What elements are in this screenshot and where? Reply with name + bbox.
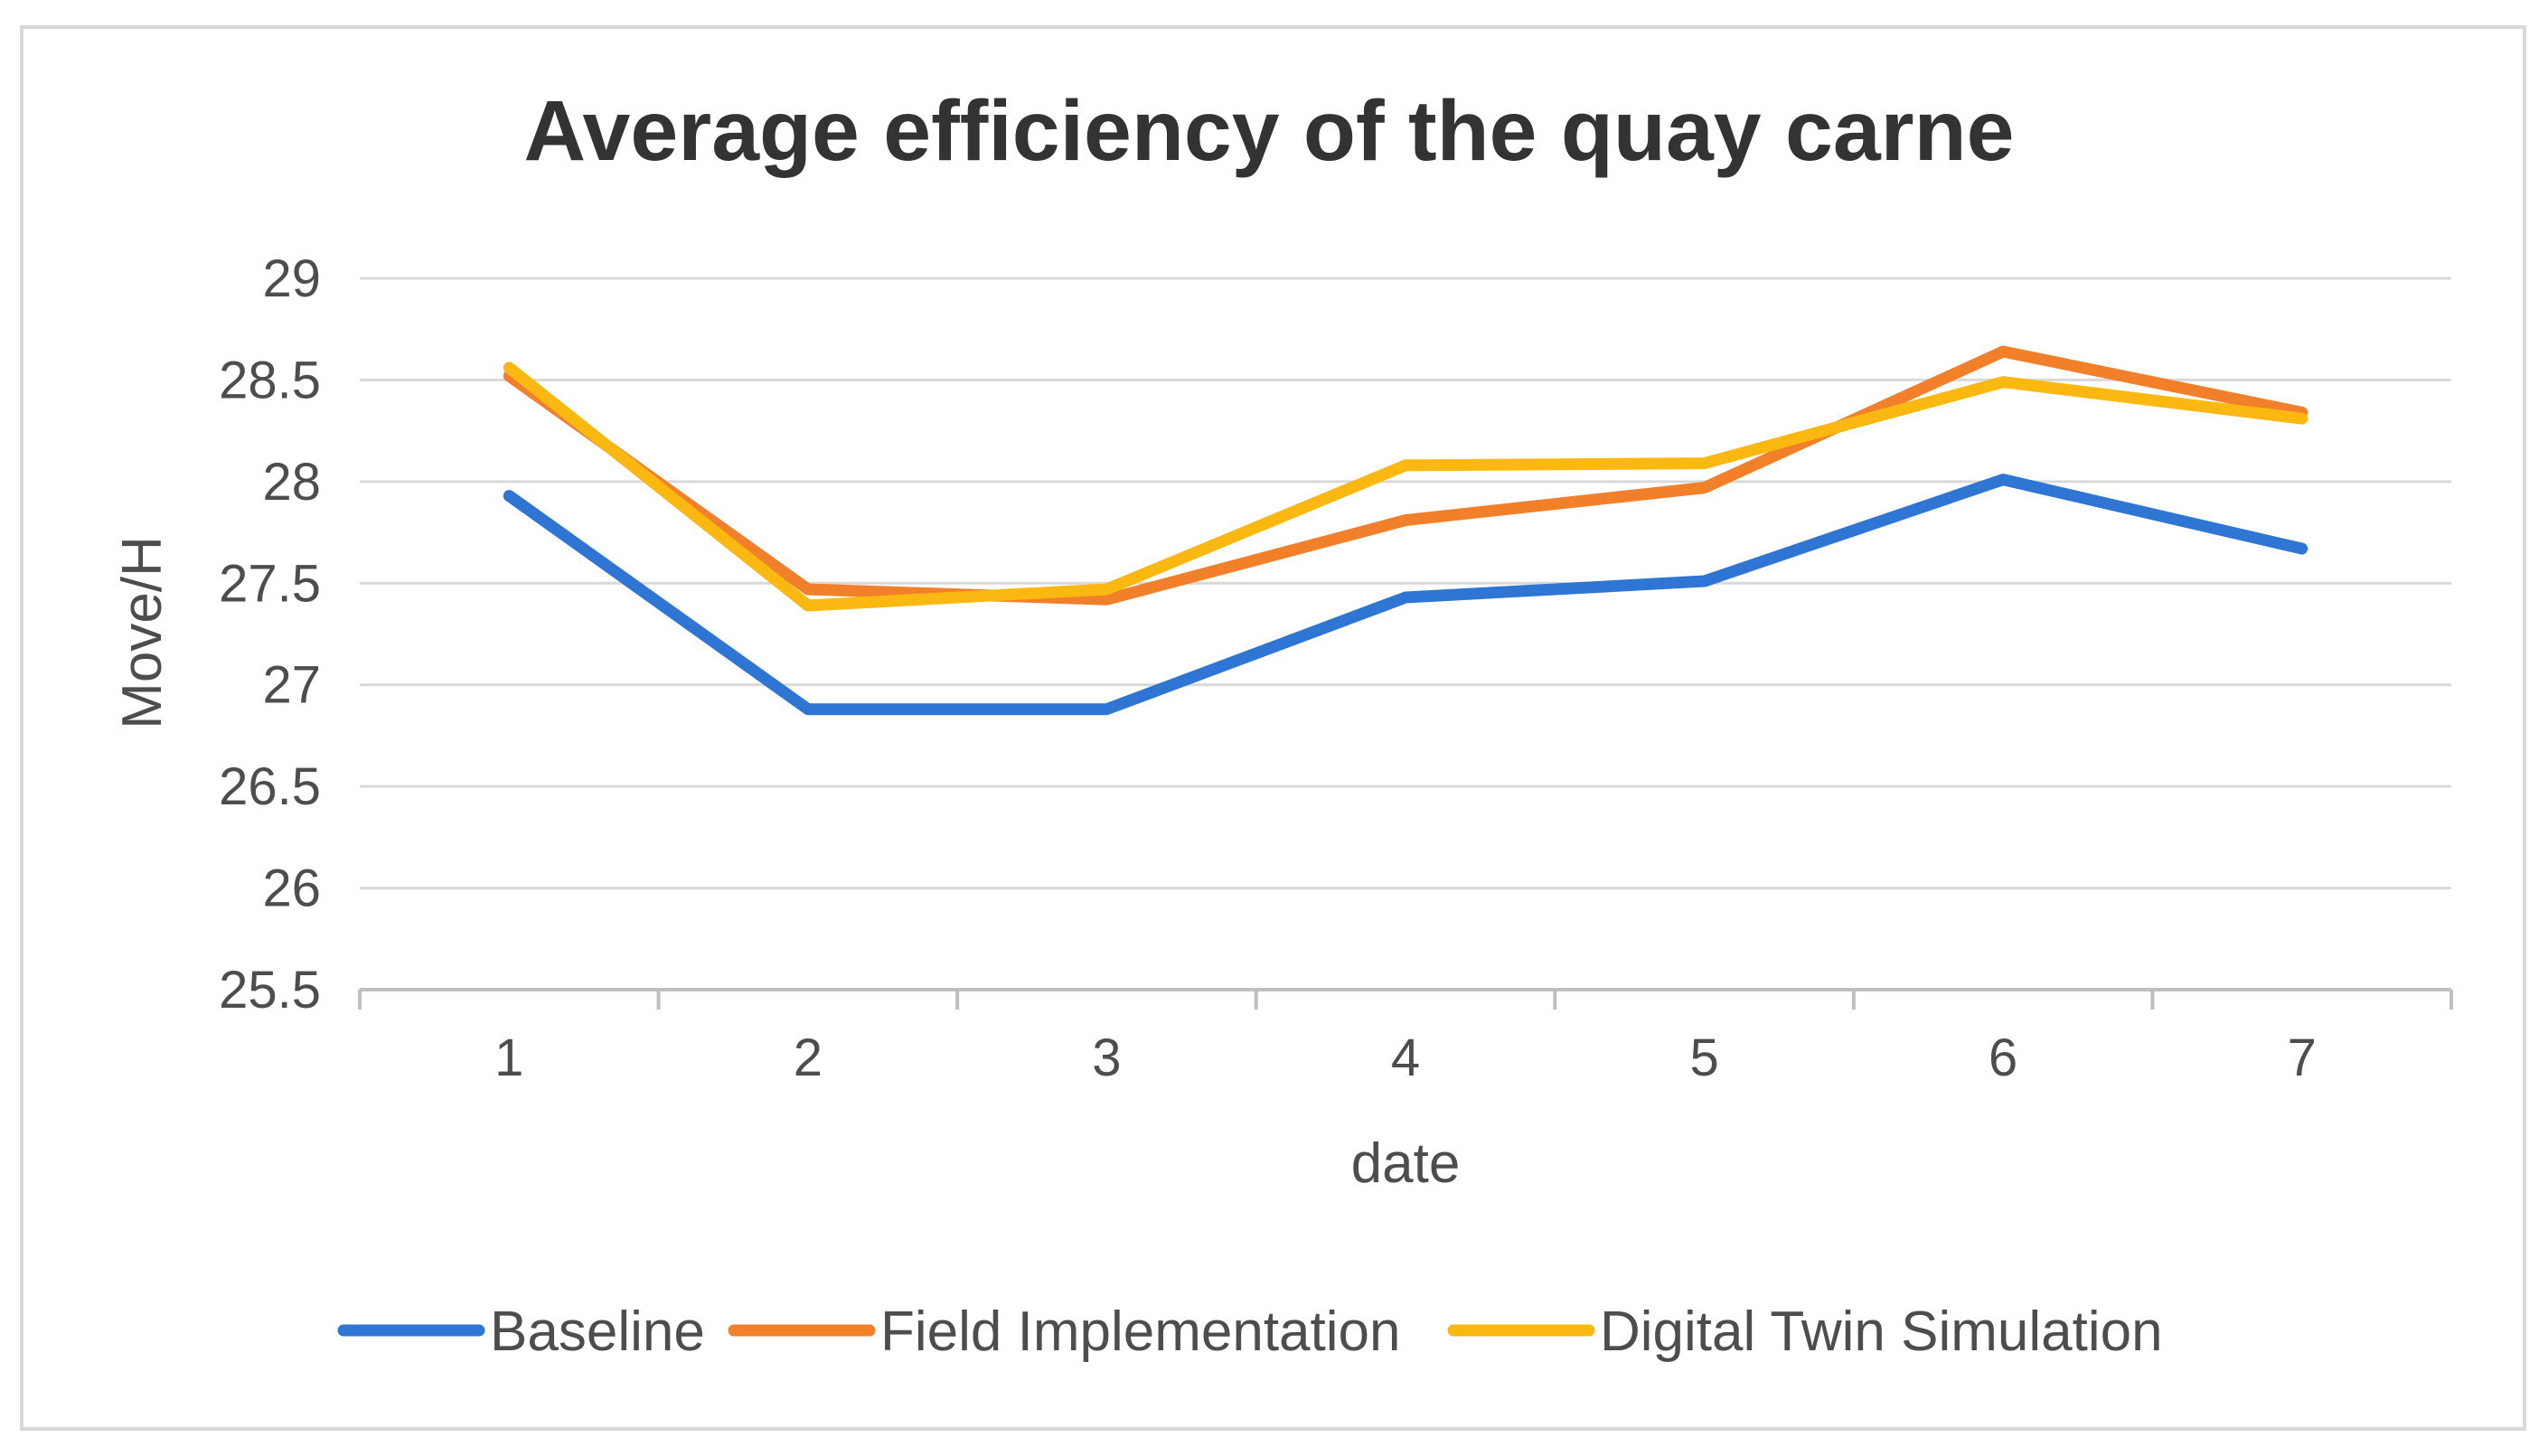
y-tick-label: 27.5 (219, 554, 321, 613)
x-tick-label: 2 (794, 1029, 823, 1087)
legend-label: Baseline (490, 1301, 705, 1363)
y-tick-label: 25.5 (219, 961, 321, 1019)
chart-title: Average efficiency of the quay carne (523, 83, 2014, 179)
x-tick-label: 5 (1689, 1029, 1718, 1087)
x-tick-label: 3 (1092, 1029, 1121, 1087)
y-tick-label: 29 (262, 249, 321, 308)
legend-label: Field Implementation (880, 1301, 1401, 1363)
series-line-baseline (503, 474, 2308, 716)
y-tick-label: 26 (262, 860, 321, 918)
legend-label: Digital Twin Simulation (1600, 1301, 2163, 1363)
y-tick-label: 27 (262, 656, 321, 715)
series-line-field-implementation (503, 345, 2308, 606)
y-tick-label: 26.5 (219, 757, 321, 816)
y-tick-label: 28 (262, 453, 321, 512)
gridlines (360, 277, 2451, 890)
x-tick-label: 6 (1989, 1029, 2017, 1087)
chart-frame (20, 25, 2526, 1431)
y-tick-label: 28.5 (219, 351, 321, 409)
y-axis-title: Move/H (111, 536, 174, 729)
x-axis-title: date (1351, 1132, 1461, 1195)
series-line-digital-twin-simulation (503, 362, 2308, 612)
x-axis: 1 2 3 4 5 6 7 (358, 988, 2453, 1087)
series-lines (503, 345, 2308, 716)
y-tick-labels: 29 28.5 28 27.5 27 26.5 26 25.5 (219, 249, 321, 1019)
x-tick-label: 4 (1391, 1029, 1420, 1087)
legend: Baseline Field Implementation Digital Twin… (337, 1301, 2163, 1363)
x-tick-label: 1 (494, 1029, 523, 1087)
x-tick-label: 7 (2288, 1029, 2317, 1087)
